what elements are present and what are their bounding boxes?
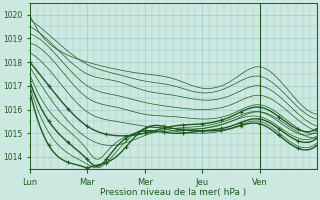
X-axis label: Pression niveau de la mer( hPa ): Pression niveau de la mer( hPa ): [100, 188, 247, 197]
